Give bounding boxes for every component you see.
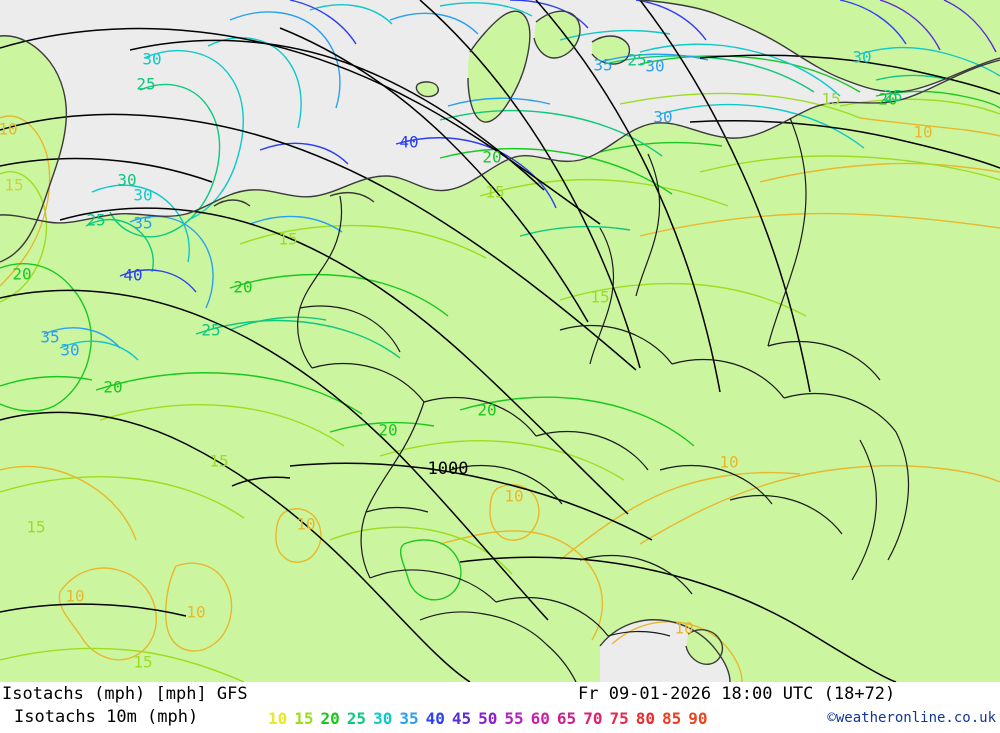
contour-label-20-33: 20 (878, 90, 897, 109)
contour-label-35-37: 35 (593, 56, 612, 75)
isotach-30 (59, 2, 1000, 361)
map-canvas[interactable]: 30 25 30 30 25 35 10 15 20 35 30 40 40 20 25 20 20 15 15 15… (0, 0, 1000, 682)
contour-label-15-20: 15 (209, 452, 228, 471)
scale-value-35[interactable]: 35 (399, 709, 419, 728)
contour-label-25-1: 25 (136, 75, 155, 94)
contour-label-35-5: 35 (133, 214, 152, 233)
scale-value-55[interactable]: 55 (504, 709, 524, 728)
land-layer (0, 0, 1000, 682)
landmass-istria (686, 629, 723, 665)
contour-label-15-22: 15 (133, 653, 152, 672)
footer-bar: Isotachs (mph) [mph] GFS Fr 09-01-2026 1… (0, 682, 1000, 733)
contour-label-10-28: 10 (504, 487, 523, 506)
isotach-contours (0, 0, 1000, 682)
contour-label-30-36: 30 (645, 57, 664, 76)
scale-value-90[interactable]: 90 (688, 709, 708, 728)
contour-label-20-8: 20 (12, 265, 31, 284)
scale-value-30[interactable]: 30 (373, 709, 393, 728)
contour-label-15-19: 15 (590, 288, 609, 307)
contour-label-40-12: 40 (399, 133, 418, 152)
contour-label-1000-40: 1000 (428, 459, 469, 479)
isotach-45 (879, 0, 997, 53)
isotach-15 (0, 92, 1000, 682)
contour-label-15-32: 15 (821, 90, 840, 109)
contour-label-15-17: 15 (278, 230, 297, 249)
scale-value-65[interactable]: 65 (556, 709, 577, 728)
scale-value-60[interactable]: 60 (530, 709, 550, 728)
contour-label-20-13: 20 (103, 378, 122, 397)
isotach-25 (85, 55, 951, 359)
contour-label-10-25: 10 (65, 587, 84, 606)
contour-label-30-34: 30 (852, 48, 871, 67)
contour-label-20-23: 20 (477, 401, 496, 420)
scale-value-80[interactable]: 80 (635, 709, 655, 728)
scale-value-10[interactable]: 10 (268, 709, 288, 728)
isotach-20 (0, 55, 1000, 601)
isobars (0, 0, 1000, 682)
isotach-35 (43, 11, 709, 349)
contour-label-25-35: 25 (627, 51, 646, 70)
contour-label-15-21: 15 (26, 518, 45, 537)
isotach-10 (0, 115, 1000, 682)
contour-label-10-27: 10 (296, 515, 315, 534)
landmass-denmark-islands (534, 11, 580, 59)
contour-label-20-15: 20 (233, 278, 252, 297)
scale-value-20[interactable]: 20 (320, 709, 340, 728)
scale-value-45[interactable]: 45 (451, 709, 472, 728)
scale-value-40[interactable]: 40 (425, 709, 445, 728)
valid-time-label: Fr 09-01-2026 18:00 UTC (18+72) (578, 684, 896, 704)
coastlines (0, 0, 1000, 682)
scale-value-50[interactable]: 50 (478, 709, 498, 728)
contour-label-10-26: 10 (186, 603, 205, 622)
contour-label-30-0: 30 (142, 50, 161, 69)
contour-label-10-29: 10 (719, 453, 738, 472)
scale-value-25[interactable]: 25 (346, 709, 367, 728)
country-borders (297, 117, 910, 682)
contour-label-10-30: 10 (913, 123, 932, 142)
parameter-label: Isotachs 10m (mph) (14, 707, 199, 727)
contour-label-25-4: 25 (86, 211, 105, 230)
contour-label-15-18: 15 (485, 183, 504, 202)
contour-label-35-9: 35 (40, 328, 59, 347)
scale-value-75[interactable]: 75 (609, 709, 629, 728)
scale-value-15[interactable]: 15 (294, 709, 314, 728)
product-title: Isotachs (mph) [mph] GFS (2, 684, 248, 704)
scale-value-85[interactable]: 85 (661, 709, 682, 728)
contour-label-40-11: 40 (123, 266, 142, 285)
footer-row-top: Isotachs (mph) [mph] GFS Fr 09-01-2026 1… (0, 683, 1000, 707)
contour-label-30-3: 30 (133, 186, 152, 205)
contour-label-30-2: 30 (117, 171, 136, 190)
island-helgoland (416, 81, 439, 97)
landmass-scandinavia (640, 0, 1000, 92)
scale-value-70[interactable]: 70 (583, 709, 603, 728)
color-scale-legend[interactable]: 10 15 20 25 30 35 40 45 50 55 60 65 70 75 80 85 90 (268, 707, 715, 730)
contour-label-10-6: 10 (0, 120, 18, 139)
landmass-jutland (468, 11, 530, 123)
copyright-label: ©weatheronline.co.uk (827, 710, 996, 726)
contour-label-20-24: 20 (378, 421, 397, 440)
contour-label-10-31: 10 (674, 619, 693, 638)
contour-label-30-10: 30 (60, 341, 79, 360)
contour-label-15-7: 15 (4, 176, 23, 195)
landmass-continental-europe (0, 60, 1000, 682)
contour-label-20-16: 20 (482, 148, 501, 167)
contour-label-25-14: 25 (201, 321, 220, 340)
footer-row-bottom: Isotachs 10m (mph) 10 15 20 25 30 35 40 45 50 55 6… (0, 706, 1000, 730)
landmass-britain-west (0, 35, 67, 262)
contour-label-30-38: 30 (653, 108, 672, 127)
contour-label-25-39: 25 (883, 87, 902, 106)
